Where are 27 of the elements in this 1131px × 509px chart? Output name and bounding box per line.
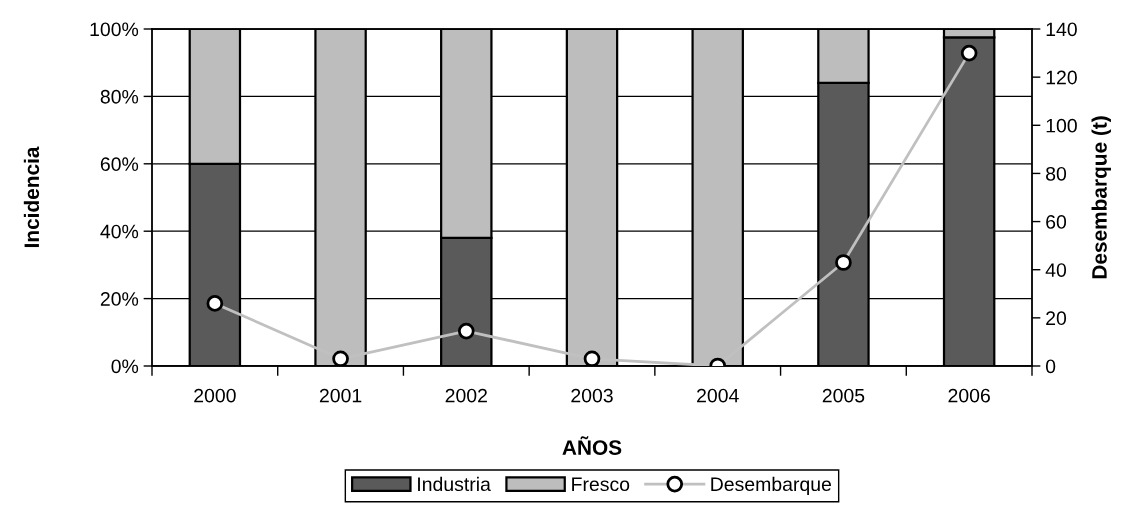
y-tick-label: 20% <box>100 292 139 306</box>
x-tick-label: 2003 <box>571 388 613 403</box>
x-tick-label: 2006 <box>948 388 990 403</box>
y-tick-label: 40% <box>100 224 139 239</box>
legend-label: Desembarque <box>711 476 832 495</box>
x-axis-title: AÑOS <box>562 436 622 455</box>
y2-tick-label: 140 <box>1046 22 1077 37</box>
y-tick-label: 60% <box>100 157 139 172</box>
legend-label: Fresco <box>572 477 630 492</box>
x-tick-label: 2002 <box>445 388 487 403</box>
y-axis-title: Incidencia <box>23 146 40 248</box>
y2-tick-label: 100 <box>1046 118 1077 133</box>
x-tick-label: 2005 <box>822 388 865 403</box>
y2-tick-label: 60 <box>1046 215 1067 229</box>
y2-tick-label: 0 <box>1045 359 1056 374</box>
y2-tick-label: 20 <box>1046 311 1067 326</box>
x-tick-label: 2000 <box>194 388 236 403</box>
y-tick-label: 100% <box>90 22 139 37</box>
legend-label: Industria <box>418 476 491 492</box>
y2-axis-title: Desembarque (t) <box>1091 116 1111 279</box>
y-tick-label: 0% <box>111 359 139 374</box>
y2-tick-label: 80 <box>1046 166 1067 181</box>
y-tick-label: 80% <box>100 89 139 104</box>
x-tick-label: 2004 <box>697 388 739 403</box>
y2-tick-label: 40 <box>1045 263 1067 277</box>
x-tick-label: 2001 <box>319 388 362 403</box>
y2-tick-label: 120 <box>1046 70 1077 85</box>
